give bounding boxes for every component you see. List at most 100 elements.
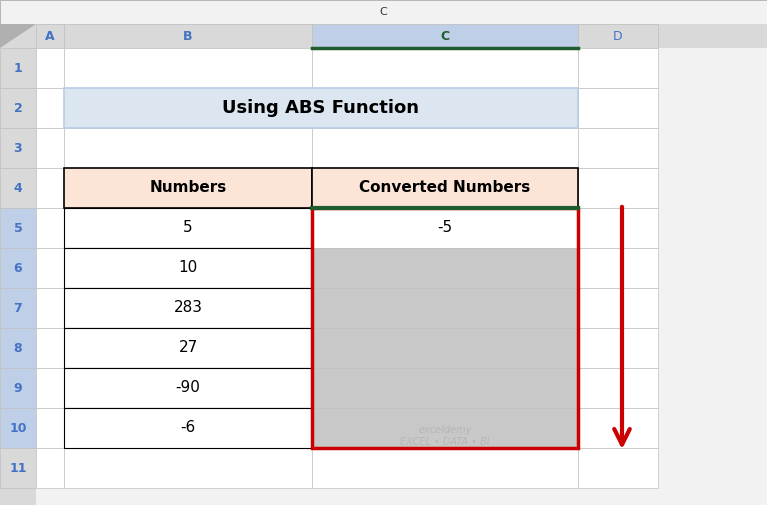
Bar (64, 288, 312, 328)
Bar (0, 0, 767, 24)
Bar (64, 288, 312, 328)
Bar (64, 408, 312, 448)
Bar (312, 208, 578, 248)
Bar (312, 288, 578, 328)
Bar (0, 448, 36, 488)
Bar (36, 88, 64, 128)
Bar (312, 248, 578, 288)
Bar (36, 288, 64, 328)
Bar (0, 88, 36, 128)
Bar (578, 24, 658, 48)
Bar (0, 48, 36, 505)
Bar (312, 128, 578, 168)
Bar (578, 408, 658, 448)
Bar (64, 368, 312, 408)
Bar (312, 288, 578, 328)
Text: D: D (613, 29, 623, 42)
Bar (64, 328, 312, 368)
Bar (312, 248, 578, 288)
Text: A: A (45, 29, 54, 42)
Text: 6: 6 (14, 262, 22, 275)
Bar (64, 248, 312, 288)
Text: 5: 5 (183, 221, 193, 235)
Bar (36, 328, 64, 368)
Bar (0, 128, 36, 168)
Text: B: B (183, 29, 193, 42)
Text: 7: 7 (14, 301, 22, 315)
Polygon shape (0, 24, 36, 48)
Bar (64, 88, 312, 128)
Bar (0, 368, 36, 408)
Text: exceldemy
EXCEL • DATA • BI: exceldemy EXCEL • DATA • BI (400, 425, 490, 447)
Bar (312, 168, 578, 208)
Bar (312, 448, 578, 488)
Bar (64, 248, 312, 288)
Text: 11: 11 (9, 462, 27, 475)
Bar (36, 408, 64, 448)
Text: Using ABS Function: Using ABS Function (222, 99, 420, 117)
Text: 283: 283 (173, 300, 202, 316)
Bar (578, 288, 658, 328)
Bar (36, 448, 64, 488)
Bar (64, 208, 312, 248)
Bar (36, 248, 64, 288)
Bar (578, 128, 658, 168)
Text: -6: -6 (180, 421, 196, 435)
Text: C: C (379, 7, 387, 17)
Bar (0, 288, 36, 328)
Bar (64, 328, 312, 368)
Bar (36, 208, 64, 248)
Text: -90: -90 (176, 380, 200, 395)
Bar (64, 368, 312, 408)
Text: 5: 5 (14, 222, 22, 234)
Bar (312, 208, 578, 248)
Bar (312, 328, 578, 368)
Text: 10: 10 (179, 261, 198, 276)
Bar (312, 168, 578, 208)
Text: 4: 4 (14, 181, 22, 194)
Bar (64, 88, 578, 128)
Bar (312, 24, 578, 48)
Text: 1: 1 (14, 62, 22, 75)
Bar (312, 208, 578, 448)
Bar (0, 24, 767, 48)
Bar (0, 248, 36, 288)
Bar (578, 48, 658, 88)
Bar (64, 168, 312, 208)
Bar (312, 368, 578, 408)
Text: 3: 3 (14, 141, 22, 155)
Bar (64, 208, 312, 248)
Bar (0, 408, 36, 448)
Bar (312, 368, 578, 408)
Bar (64, 48, 312, 88)
Bar (36, 48, 64, 88)
Bar (64, 448, 312, 488)
Bar (578, 208, 658, 248)
Bar (578, 368, 658, 408)
Bar (578, 248, 658, 288)
Bar (312, 408, 578, 448)
Text: 10: 10 (9, 422, 27, 434)
Bar (312, 408, 578, 448)
Bar (64, 408, 312, 448)
Bar (578, 88, 658, 128)
Bar (64, 168, 312, 208)
Text: Numbers: Numbers (150, 180, 226, 195)
Bar (578, 168, 658, 208)
Text: C: C (440, 29, 449, 42)
Bar (578, 448, 658, 488)
Bar (36, 368, 64, 408)
Text: 9: 9 (14, 381, 22, 394)
Bar (0, 48, 36, 88)
Bar (312, 328, 578, 368)
Bar (0, 328, 36, 368)
Bar (312, 88, 578, 128)
Text: 27: 27 (179, 340, 198, 356)
Bar (312, 48, 578, 88)
Bar (0, 208, 36, 248)
Bar (36, 168, 64, 208)
Text: 2: 2 (14, 102, 22, 115)
Text: 8: 8 (14, 341, 22, 355)
Text: -5: -5 (437, 221, 453, 235)
Bar (36, 128, 64, 168)
